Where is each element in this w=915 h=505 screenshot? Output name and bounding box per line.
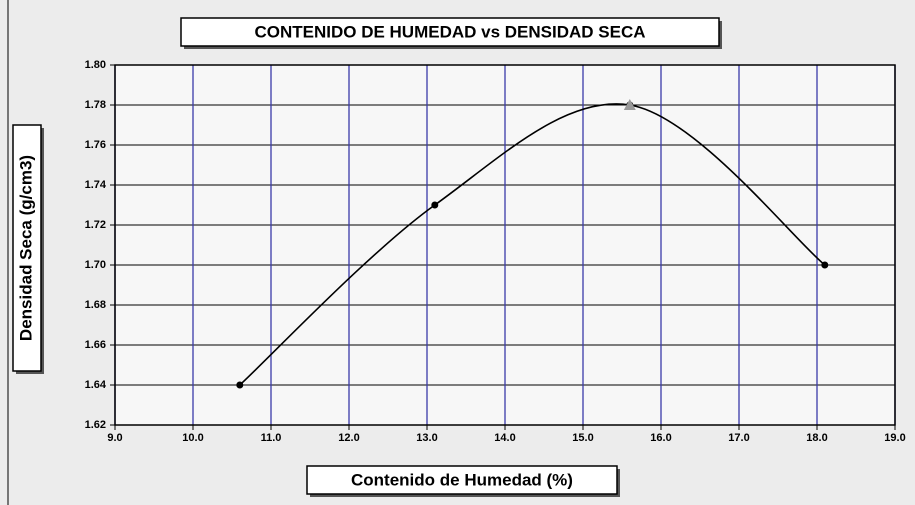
chart-title: CONTENIDO DE HUMEDAD vs DENSIDAD SECA bbox=[254, 22, 645, 41]
point bbox=[236, 381, 244, 389]
x-tick-label: 18.0 bbox=[806, 432, 827, 444]
y-tick-label: 1.78 bbox=[85, 99, 106, 111]
optimum-marker bbox=[623, 99, 636, 110]
curve bbox=[239, 103, 826, 386]
y-label-box bbox=[12, 124, 42, 372]
y-tick-label: 1.68 bbox=[85, 299, 106, 311]
x-tick-label: 16.0 bbox=[650, 432, 671, 444]
x-axis-label: Contenido de Humedad (%) bbox=[351, 470, 573, 489]
x-label-box bbox=[306, 465, 618, 495]
x-tick-label: 13.0 bbox=[416, 432, 437, 444]
x-tick-label: 14.0 bbox=[494, 432, 515, 444]
x-tick-label: 12.0 bbox=[338, 432, 359, 444]
point bbox=[821, 261, 829, 269]
y-tick-label: 1.76 bbox=[85, 139, 106, 151]
x-tick-label: 15.0 bbox=[572, 432, 593, 444]
y-tick-label: 1.74 bbox=[85, 179, 107, 191]
y-tick-label: 1.62 bbox=[85, 419, 106, 431]
x-tick-label: 17.0 bbox=[728, 432, 749, 444]
y-tick-label: 1.66 bbox=[85, 339, 106, 351]
x-tick-label: 9.0 bbox=[107, 432, 122, 444]
x-tick-label: 11.0 bbox=[261, 432, 282, 444]
y-tick-label: 1.80 bbox=[85, 59, 106, 71]
y-axis-label: Densidad Seca (g/cm3) bbox=[16, 155, 35, 341]
y-tick-label: 1.64 bbox=[85, 379, 107, 391]
y-tick-label: 1.70 bbox=[85, 259, 106, 271]
point bbox=[431, 201, 439, 209]
x-tick-label: 10.0 bbox=[182, 432, 203, 444]
x-tick-label: 19.0 bbox=[884, 432, 905, 444]
y-tick-label: 1.72 bbox=[85, 219, 106, 231]
title-box bbox=[180, 17, 720, 47]
